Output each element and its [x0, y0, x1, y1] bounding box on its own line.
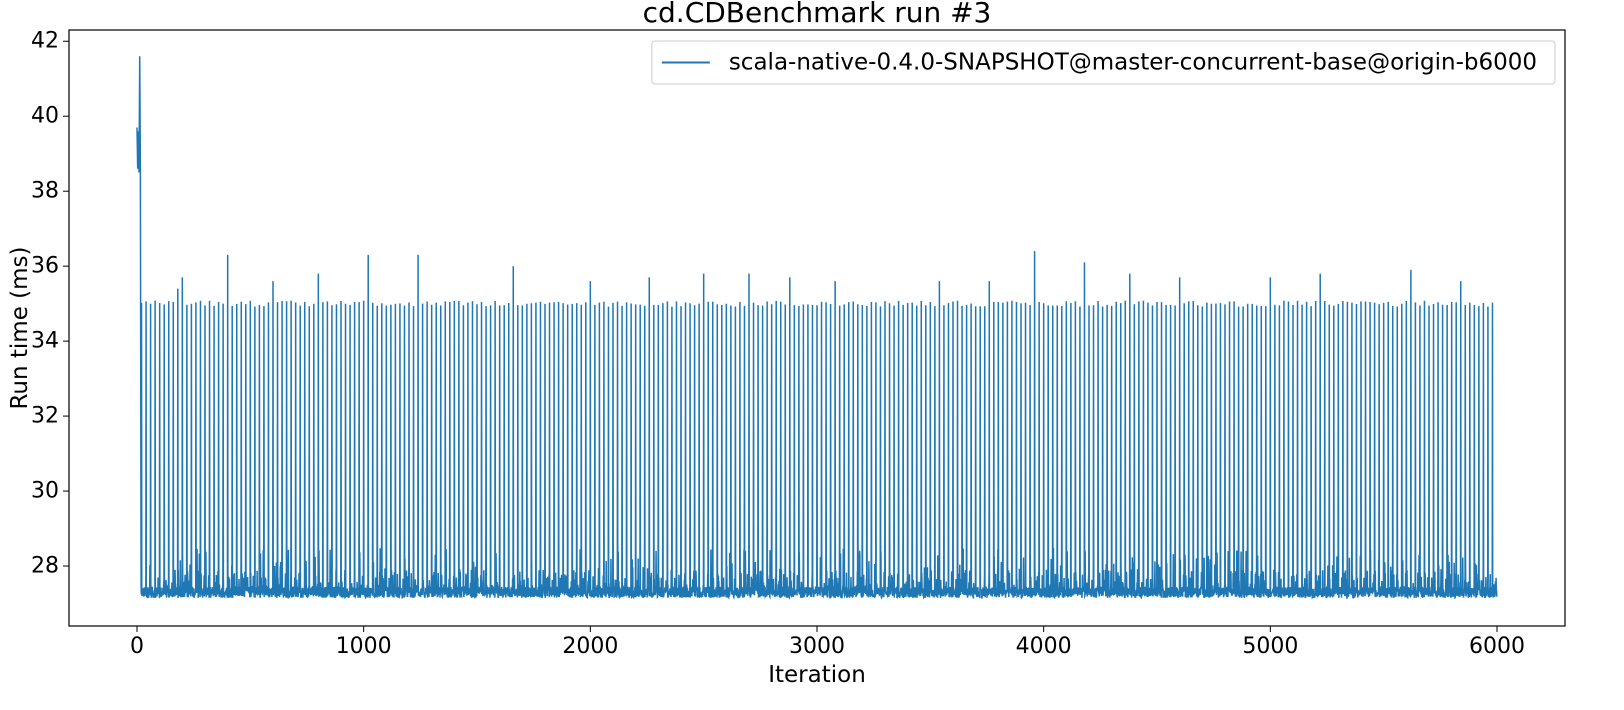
legend-box	[651, 40, 1556, 85]
y-tick-label: 40	[31, 104, 59, 129]
x-tick-label: 5000	[1242, 634, 1298, 659]
legend-entry: scala-native-0.4.0-SNAPSHOT@master-concu…	[729, 50, 1537, 76]
y-tick-label: 36	[31, 254, 59, 279]
x-tick-label: 1000	[336, 634, 392, 659]
x-axis-label: Iteration	[768, 662, 866, 688]
x-tick-label: 2000	[562, 634, 618, 659]
x-tick-label: 6000	[1469, 634, 1525, 659]
y-tick-label: 42	[31, 29, 59, 54]
x-tick-label: 3000	[789, 634, 845, 659]
y-tick-label: 38	[31, 179, 59, 204]
y-tick-label: 32	[31, 404, 59, 429]
y-axis-label: Run time (ms)	[7, 246, 33, 409]
series-group	[136, 56, 1498, 600]
x-tick-label: 4000	[1016, 634, 1072, 659]
y-tick-label: 28	[31, 554, 59, 579]
legend: scala-native-0.4.0-SNAPSHOT@master-concu…	[651, 40, 1556, 85]
series-line	[136, 56, 1498, 600]
x-tick-label: 0	[130, 634, 144, 659]
chart-title: cd.CDBenchmark run #3	[643, 0, 992, 29]
y-tick-label: 30	[31, 479, 59, 504]
y-axis: 28 30 32 34 36 38 40 42	[31, 29, 69, 579]
y-tick-label: 34	[31, 329, 59, 354]
x-axis: 0 1000 2000 3000 4000 5000 6000	[130, 626, 1525, 659]
